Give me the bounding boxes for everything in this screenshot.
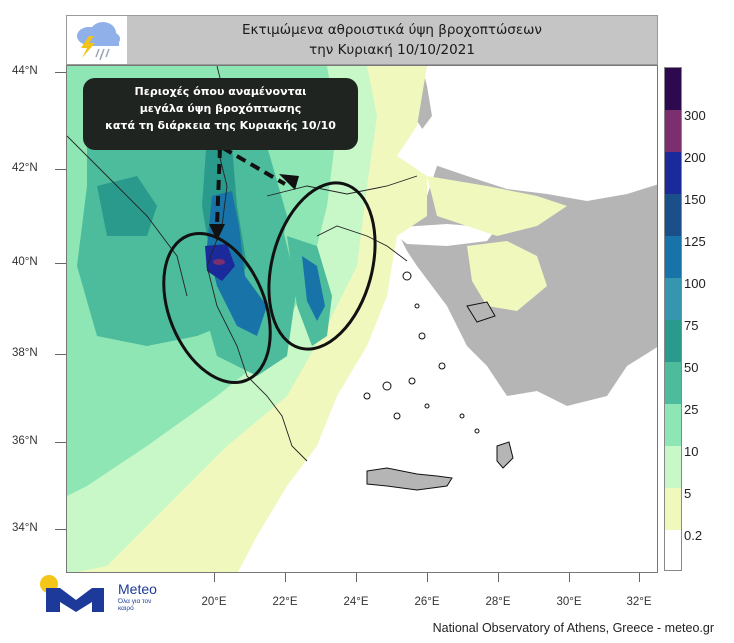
highlight-ellipse-west: [162, 231, 272, 385]
lon-tick: [639, 573, 640, 582]
colorbar-segment: [665, 68, 681, 110]
colorbar-label: 5: [684, 486, 692, 501]
lat-tick: [55, 442, 66, 443]
lat-tick: [55, 169, 66, 170]
lon-tick: [569, 573, 570, 582]
colorbar-label: 50: [684, 360, 699, 375]
colorbar-segment: [665, 236, 681, 278]
meteo-logo: Meteo Όλα για τον καιρό: [38, 574, 178, 614]
lat-label: 38°N: [12, 347, 38, 359]
colorbar-segment: [665, 194, 681, 236]
footer-credit: National Observatory of Athens, Greece -…: [432, 621, 714, 635]
colorbar-segment: [665, 404, 681, 446]
colorbar-label: 300: [684, 108, 706, 123]
rainfall-colorbar: [664, 67, 682, 571]
lat-tick: [55, 354, 66, 355]
colorbar-label: 150: [684, 192, 706, 207]
lon-label: 22°E: [272, 596, 298, 608]
title-line-1: Εκτιμώμενα αθροιστικά ύψη βροχοπτώσεων: [242, 22, 542, 38]
colorbar-segment: [665, 110, 681, 152]
title-line-2: την Κυριακή 10/10/2021: [309, 42, 475, 58]
map-title: Εκτιμώμενα αθροιστικά ύψη βροχοπτώσεων τ…: [127, 20, 657, 60]
lon-label: 32°E: [626, 596, 652, 608]
lon-tick: [285, 573, 286, 582]
meteo-m-icon: [40, 575, 104, 612]
lat-tick: [55, 529, 66, 530]
colorbar-label: 200: [684, 150, 706, 165]
colorbar-segment: [665, 362, 681, 404]
lat-label: 40°N: [12, 256, 38, 268]
logo-tagline: Όλα για τον καιρό: [118, 598, 152, 612]
colorbar-label: 125: [684, 234, 706, 249]
colorbar-segment: [665, 530, 681, 570]
annotation-callout: Περιοχές όπου αναμένονται μεγάλα ύψη βρο…: [83, 78, 358, 150]
lat-label: 34°N: [12, 522, 38, 534]
annotation-line-2: μεγάλα ύψη βροχόπτωσης: [139, 102, 302, 115]
colorbar-label: 0.2: [684, 528, 703, 543]
logo-name: Meteo: [118, 581, 157, 597]
lon-tick: [427, 573, 428, 582]
colorbar-segment: [665, 278, 681, 320]
lon-label: 24°E: [343, 596, 369, 608]
colorbar-label: 100: [684, 276, 706, 291]
colorbar-segment: [665, 488, 681, 530]
colorbar-label: 25: [684, 402, 699, 417]
lon-tick: [356, 573, 357, 582]
lon-label: 26°E: [414, 596, 440, 608]
colorbar-segment: [665, 320, 681, 362]
lon-label: 30°E: [556, 596, 582, 608]
colorbar-label: 10: [684, 444, 699, 459]
thunderstorm-rain-icon: [67, 16, 127, 64]
title-bar: Εκτιμώμενα αθροιστικά ύψη βροχοπτώσεων τ…: [66, 15, 658, 65]
colorbar-segment: [665, 152, 681, 194]
lon-label: 20°E: [201, 596, 227, 608]
colorbar-label: 75: [684, 318, 699, 333]
colorbar-segment: [665, 446, 681, 488]
lat-label: 42°N: [12, 162, 38, 174]
rainfall-map-canvas: [67, 66, 657, 572]
lon-tick: [214, 573, 215, 582]
lat-tick: [55, 72, 66, 73]
lat-label: 44°N: [12, 65, 38, 77]
rainfall-map: [66, 65, 658, 573]
annotation-line-3: κατά τη διάρκεια της Κυριακής 10/10: [105, 119, 336, 132]
highlight-ellipse-east: [267, 181, 377, 351]
lon-tick: [498, 573, 499, 582]
lat-tick: [55, 263, 66, 264]
lon-label: 28°E: [485, 596, 511, 608]
annotation-line-1: Περιοχές όπου αναμένονται: [134, 85, 307, 98]
lat-label: 36°N: [12, 435, 38, 447]
